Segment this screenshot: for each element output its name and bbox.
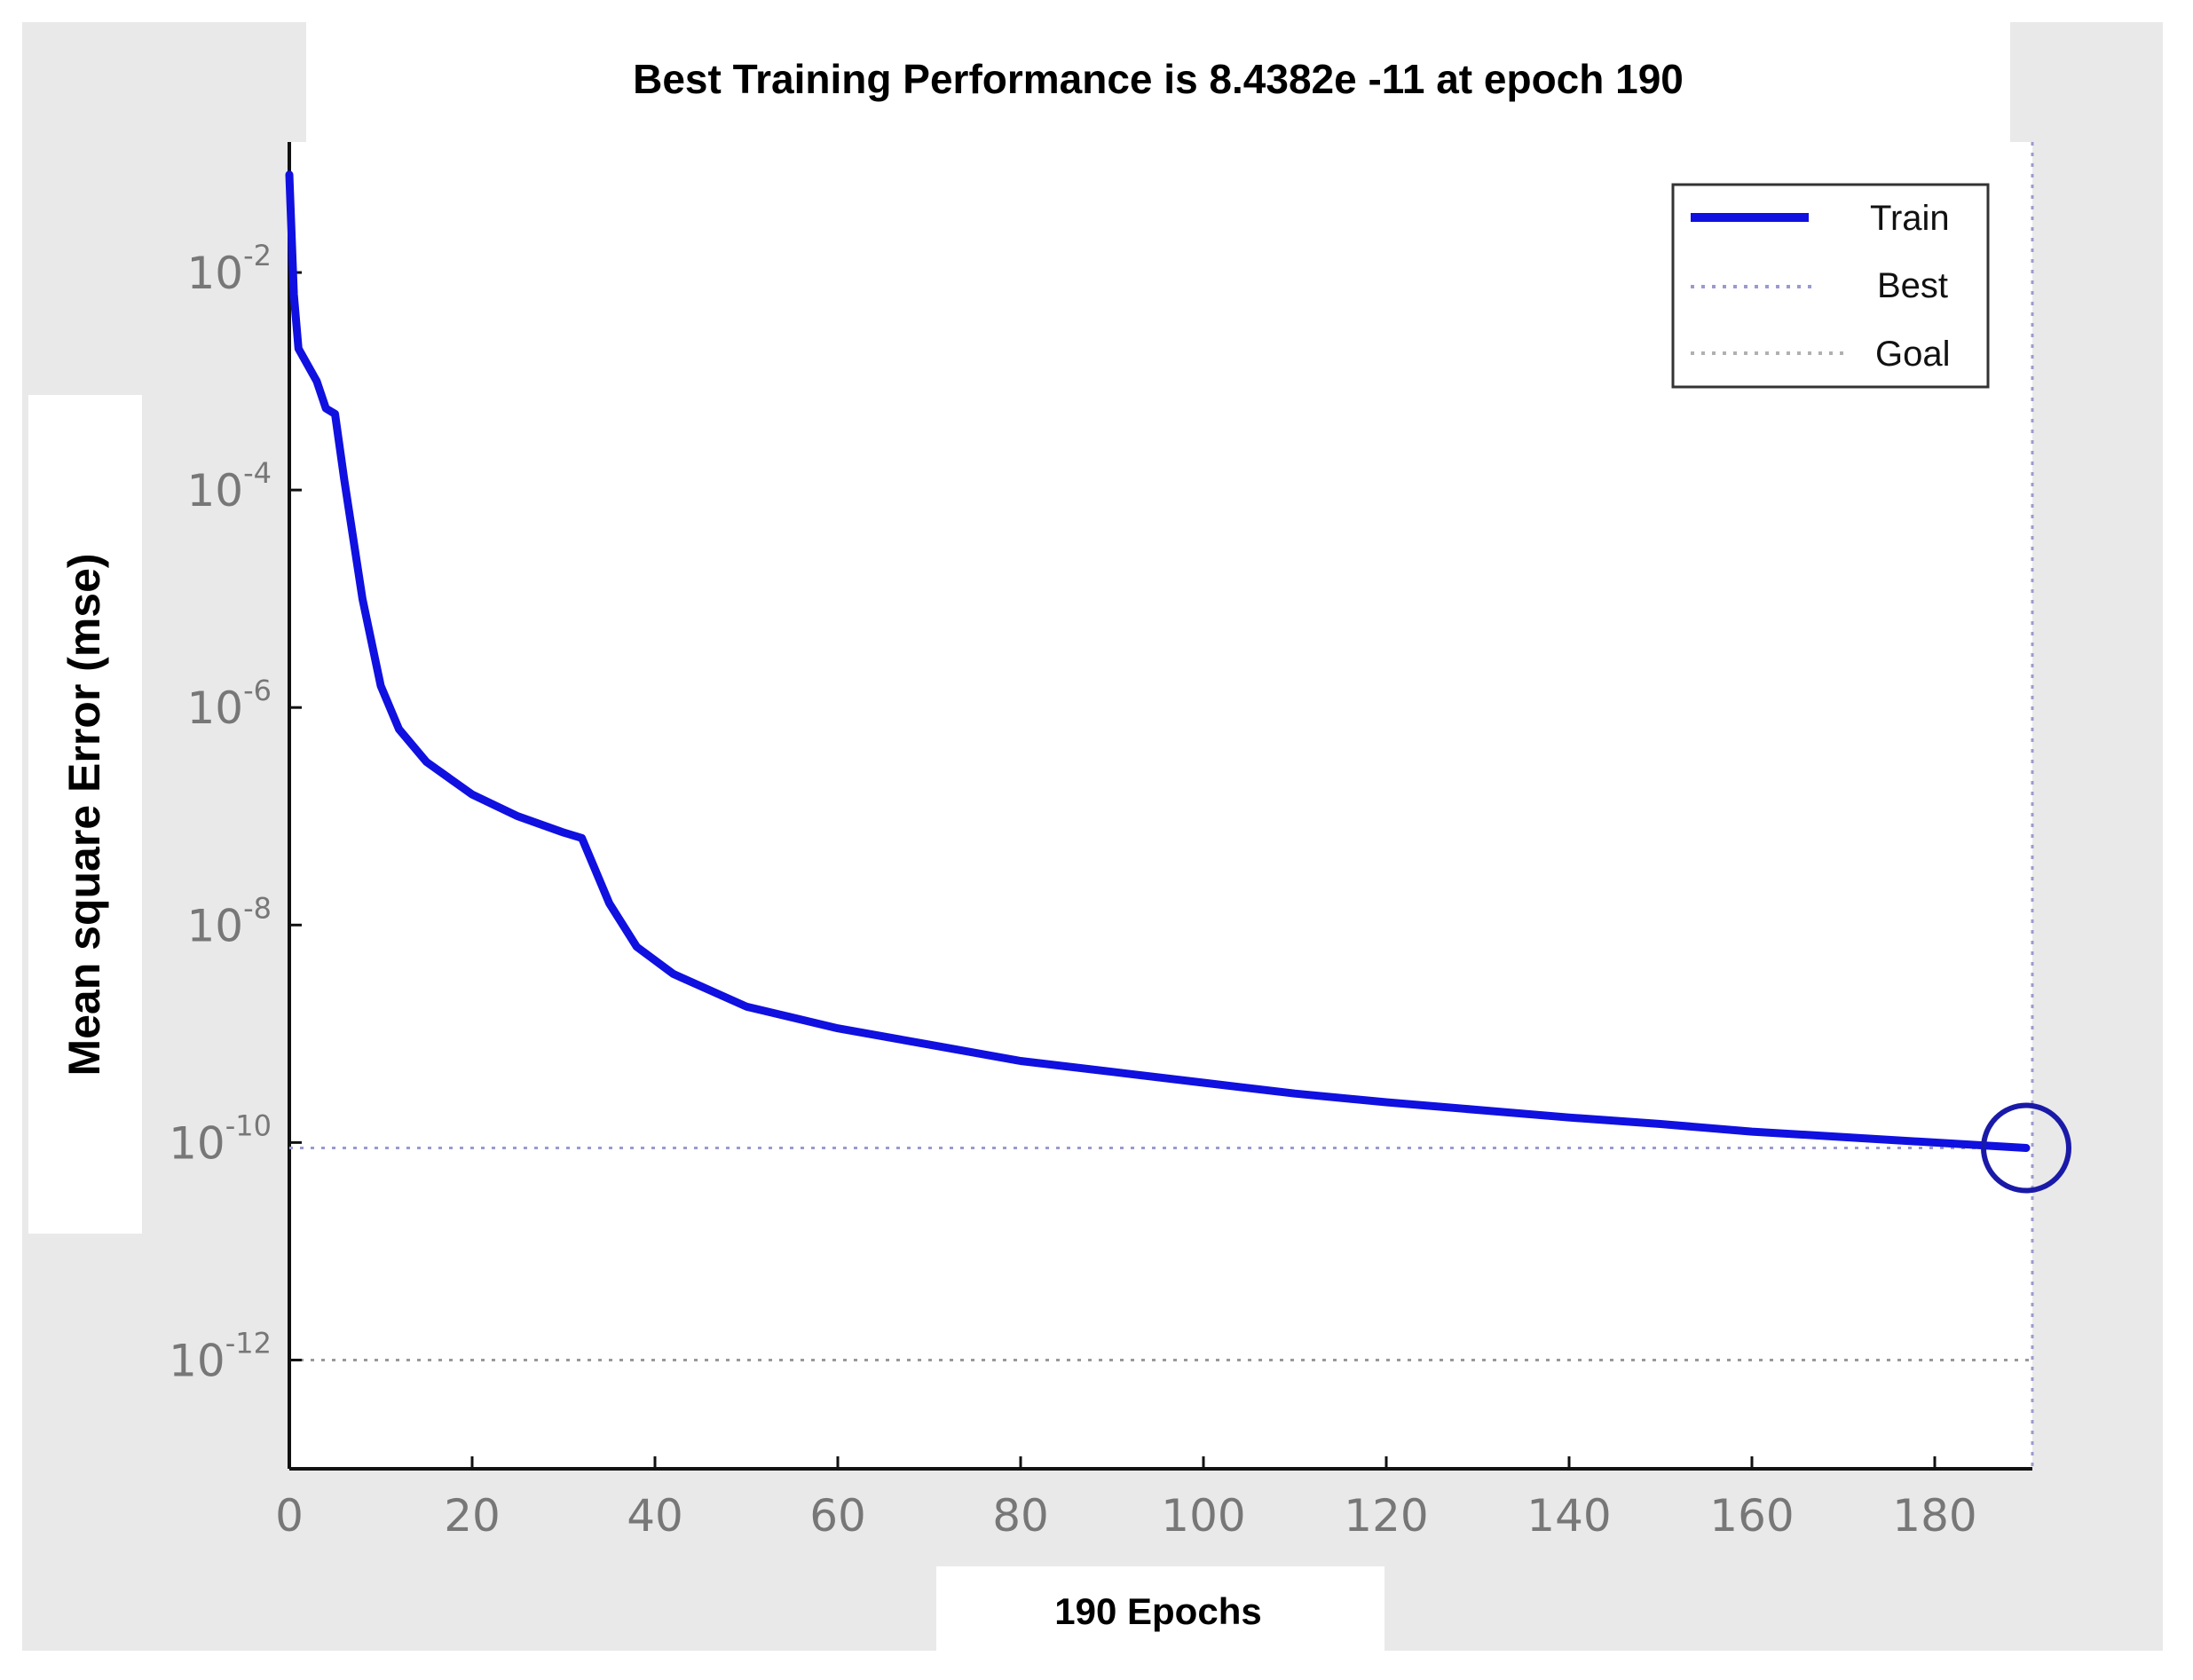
title-band xyxy=(306,22,2010,146)
y-tick-base: 10 xyxy=(186,248,243,299)
x-tick-label: 20 xyxy=(444,1490,501,1542)
y-tick-label: 10-4 xyxy=(186,456,272,517)
x-tick-label: 120 xyxy=(1344,1490,1428,1542)
x-tick-label: 80 xyxy=(992,1490,1049,1542)
x-tick-label: 0 xyxy=(275,1490,304,1542)
y-tick-exponent: -2 xyxy=(243,239,272,272)
y-tick-base: 10 xyxy=(169,1335,225,1386)
legend-label-train: Train xyxy=(1870,199,1950,238)
x-tick-label: 100 xyxy=(1161,1490,1245,1542)
x-tick-label: 60 xyxy=(809,1490,866,1542)
best-epoch-marker xyxy=(1981,1102,2071,1194)
train-series-line xyxy=(285,170,2031,1152)
y-tick-base: 10 xyxy=(186,465,243,517)
y-tick-exponent: -8 xyxy=(243,891,272,925)
y-tick-exponent: -4 xyxy=(243,456,272,490)
y-tick-label: 10-8 xyxy=(186,891,272,951)
y-tick-label: 10-2 xyxy=(186,239,272,299)
reference-lines xyxy=(289,1147,2032,1361)
y-tick-base: 10 xyxy=(186,682,243,734)
x-tick-label: 180 xyxy=(1892,1490,1976,1542)
legend-label-best: Best xyxy=(1877,266,1948,305)
ylabel-band xyxy=(28,395,142,1234)
y-tick-label: 10-10 xyxy=(169,1108,272,1169)
x-tick-label: 40 xyxy=(627,1490,683,1542)
legend: Train Best Goal xyxy=(1671,183,1990,389)
xlabel-band xyxy=(936,1566,1384,1651)
y-tick-base: 10 xyxy=(169,1117,225,1169)
y-tick-exponent: -6 xyxy=(243,674,272,707)
y-tick-label: 10-6 xyxy=(186,674,272,734)
y-tick-exponent: -12 xyxy=(225,1326,272,1360)
chart-title: Best Training Performance is 8.4382e -11… xyxy=(633,56,1684,102)
y-tick-exponent: -10 xyxy=(225,1108,272,1142)
x-axis-label: 190 Epochs xyxy=(1054,1590,1261,1632)
x-tick-label: 160 xyxy=(1709,1490,1794,1542)
x-axis-ticks: 0 20 40 60 80 100 120 140 160 180 xyxy=(275,1456,1977,1542)
legend-label-goal: Goal xyxy=(1875,335,1951,374)
y-tick-base: 10 xyxy=(186,900,243,951)
x-tick-label: 140 xyxy=(1526,1490,1611,1542)
y-axis-label: Mean square Error (mse) xyxy=(59,553,109,1076)
y-tick-label: 10-12 xyxy=(169,1326,272,1386)
